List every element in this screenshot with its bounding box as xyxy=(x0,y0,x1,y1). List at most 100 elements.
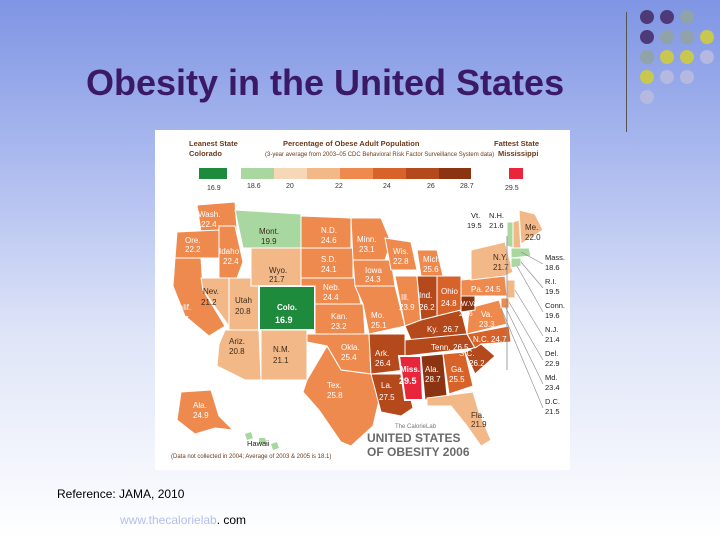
state-name: N.C. xyxy=(473,335,489,344)
state-value: 21.6 xyxy=(489,221,504,230)
scale-tick: 28.7 xyxy=(460,183,474,190)
state-name: Mich. xyxy=(423,255,442,264)
scale-tick: 16.9 xyxy=(207,185,221,192)
state-value: 22.4 xyxy=(223,257,239,266)
state-hawaii xyxy=(271,442,279,450)
state-tex xyxy=(302,345,382,447)
state-name: S.C. xyxy=(459,349,475,358)
state-value: 26.5 xyxy=(453,343,469,352)
state-value: 24.4 xyxy=(323,293,339,302)
callout-line xyxy=(516,265,544,313)
state-value: 25.1 xyxy=(371,321,387,330)
state-nm xyxy=(260,329,308,381)
footer-url: www.thecalorielab. com xyxy=(120,513,246,527)
brand-line2: OF OBESITY 2006 xyxy=(367,445,470,459)
state-name: Minn. xyxy=(357,235,377,244)
dot xyxy=(640,90,654,104)
state-name: Calif. xyxy=(173,303,191,312)
state-name: N.J. xyxy=(545,325,558,334)
state-name: Vt. xyxy=(471,211,480,220)
state-name: N.M. xyxy=(273,345,290,354)
state-value: 22.7 xyxy=(173,315,189,324)
state-value: 23.3 xyxy=(479,320,495,329)
dot xyxy=(660,50,674,64)
state-value: 23.2 xyxy=(331,322,347,331)
state-value: 24.8 xyxy=(441,299,457,308)
state-wash xyxy=(196,201,238,233)
leanest-state: Colorado xyxy=(189,149,222,158)
state-name: W.Va. xyxy=(461,301,479,308)
state-wis xyxy=(384,237,418,271)
state-value: 22.0 xyxy=(525,233,541,242)
state-name: D.C. xyxy=(545,397,560,406)
state-name: N.H. xyxy=(489,211,504,220)
state-name: Mass. xyxy=(545,253,565,262)
state-value: 28.6 xyxy=(459,311,473,318)
obesity-map-svg: Leanest State Colorado Percentage of Obe… xyxy=(155,130,570,470)
state-value: 23.4 xyxy=(545,383,560,392)
scale-tick: 29.5 xyxy=(505,185,519,192)
scale-swatch xyxy=(373,168,406,179)
state-name: Tex. xyxy=(327,381,342,390)
state-value: 21.9 xyxy=(471,420,487,429)
callout-line xyxy=(520,261,544,289)
state-name: Ark. xyxy=(375,349,389,358)
state-name: Iowa xyxy=(365,266,382,275)
scale-swatch xyxy=(307,168,340,179)
scale-tick: 18.6 xyxy=(247,183,261,190)
state-name: Wyo. xyxy=(269,266,287,275)
state-value: 20.8 xyxy=(229,347,245,356)
state-value: 23.1 xyxy=(359,245,375,254)
state-value: 26.2 xyxy=(469,359,485,368)
state-name: Fla. xyxy=(471,411,484,420)
scale-swatch-lean xyxy=(199,168,227,179)
state-value: 29.5 xyxy=(399,376,417,386)
scale-swatch xyxy=(274,168,307,179)
state-name: Mo. xyxy=(371,311,384,320)
state-fla xyxy=(426,391,492,447)
dot xyxy=(680,50,694,64)
state-name: S.D. xyxy=(321,255,337,264)
state-value: 28.7 xyxy=(425,375,441,384)
state-name: N.D. xyxy=(321,226,337,235)
hawaii-note: (Data not collected in 2004; Average of … xyxy=(171,454,331,460)
state-name: Ill. xyxy=(401,293,409,302)
dot xyxy=(640,50,654,64)
state-name: Ore. xyxy=(185,236,201,245)
slide-title: Obesity in the United States xyxy=(86,62,565,103)
dot xyxy=(640,10,654,24)
state-name: Okla. xyxy=(341,343,360,352)
fattest-label: Fattest State xyxy=(494,139,539,148)
state-name: Del. xyxy=(545,349,558,358)
state-name: Ga. xyxy=(451,365,464,374)
state-name: R.I. xyxy=(545,277,557,286)
scale-tick: 26 xyxy=(427,183,435,190)
state-value: 16.9 xyxy=(275,315,293,325)
callout-line xyxy=(520,251,544,265)
callout-line xyxy=(500,307,544,409)
state-hawaii xyxy=(259,438,267,444)
brand-small: The CalorieLab xyxy=(395,424,437,430)
state-name: Me. xyxy=(525,223,538,232)
state-name: Idaho xyxy=(219,247,240,256)
state-name: Utah xyxy=(235,296,252,305)
state-name: Miss. xyxy=(400,365,420,374)
state-value: 27.5 xyxy=(379,393,395,402)
state-value: 19.9 xyxy=(261,237,277,246)
state-ohio xyxy=(436,275,462,317)
state-name: Nev. xyxy=(203,287,219,296)
state-name: Neb. xyxy=(323,283,340,292)
state-value: 21.1 xyxy=(273,356,289,365)
state-value: 18.6 xyxy=(545,263,560,272)
callout-line xyxy=(508,301,544,361)
state-value: 22.2 xyxy=(185,245,201,254)
state-value: 19.6 xyxy=(545,311,560,320)
state-name: Ariz. xyxy=(229,337,245,346)
state-me xyxy=(518,209,544,245)
state-name: Pa. xyxy=(471,285,483,294)
state-name: Wis. xyxy=(393,247,409,256)
dot xyxy=(640,30,654,44)
state-name: Wash. xyxy=(198,210,220,219)
dot xyxy=(660,10,674,24)
state-value: 24.5 xyxy=(485,285,501,294)
